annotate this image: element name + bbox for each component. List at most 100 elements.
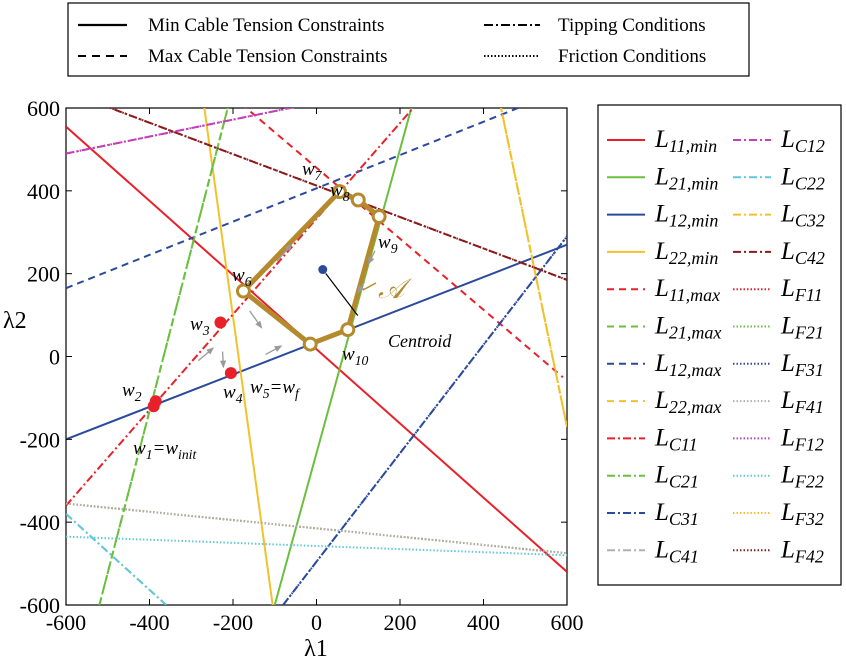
direction-arrow	[367, 250, 376, 265]
vertex-label: w7	[302, 159, 323, 183]
legend-label: LC12	[780, 126, 825, 156]
path-point	[224, 367, 237, 380]
legend-label: L22,max	[654, 387, 721, 417]
legend-entry-lc31: LC31	[607, 499, 699, 529]
legend-entry-lf12: LF12	[733, 424, 824, 454]
legend-label: LF11	[780, 275, 823, 305]
series-line-l21-min	[273, 108, 413, 605]
polygon-vertex	[331, 184, 347, 200]
legend-label: LC22	[780, 163, 825, 193]
legend-entry-l12-min: L12,min	[607, 201, 718, 231]
top-legend-label: Friction Conditions	[558, 46, 706, 67]
direction-arrow	[197, 347, 215, 362]
legend-label: LF21	[780, 313, 824, 343]
series-line-l11-max	[244, 108, 564, 378]
y-tick-label: -200	[20, 427, 60, 452]
legend-label: LF41	[780, 387, 824, 417]
y-tick-label: -400	[20, 510, 60, 535]
legend-label: L21,min	[654, 163, 718, 193]
legend-label: L12,min	[654, 201, 718, 231]
vertex-label: w8	[330, 180, 350, 204]
centroid-point	[318, 265, 328, 275]
point-label: w2	[122, 380, 142, 404]
right-legend-entries: L11,min L21,min L12,min L22,min L11,max L21,m…	[607, 126, 825, 566]
top-legend-label: Tipping Conditions	[558, 15, 706, 36]
direction-arrow	[357, 281, 366, 294]
legend-label: L21,max	[654, 313, 721, 343]
direction-arrow	[276, 243, 293, 262]
x-tick-label: -400	[129, 610, 169, 635]
y-axis-label: λ2	[3, 308, 27, 334]
y-tick-label: 400	[27, 179, 60, 204]
vertex-label: w6	[232, 265, 252, 289]
polygon-vertex	[371, 209, 387, 225]
series-line-lc21	[98, 108, 229, 605]
series-line-lc42	[107, 108, 567, 281]
legend-entry-lc21: LC21	[607, 462, 699, 492]
legend-label: LF32	[780, 499, 824, 529]
top-legend-entry-max: Max Cable Tension Constraints	[78, 46, 388, 67]
path-overlay: Centroid 𝒜w1=winit w2 w3 w4 w5=wf w6 w7 w8 w9 w10	[122, 159, 452, 462]
legend-label: L11,min	[654, 126, 717, 156]
region-leader	[362, 282, 377, 291]
vertex-label: w5=wf	[250, 377, 301, 401]
y-tick-label: 600	[27, 96, 60, 121]
legend-entry-l21-max: L21,max	[607, 313, 721, 343]
legend-label: LC42	[780, 238, 825, 268]
vertex-label: w10	[342, 344, 369, 368]
x-axis-label: λ1	[304, 636, 328, 662]
polygon-vertex	[340, 322, 356, 338]
legend-label: LF22	[780, 462, 824, 492]
series-line-lc22	[66, 513, 167, 605]
legend-label: LF12	[780, 424, 824, 454]
x-tick-label: 0	[311, 610, 322, 635]
top-legend: Min Cable Tension Constraints Max Cable …	[67, 2, 750, 77]
series-line-l12-max	[66, 108, 521, 290]
x-tick-label: -600	[46, 610, 86, 635]
series-line-lf22	[66, 535, 567, 557]
series-line-lf32	[500, 108, 567, 428]
y-tick-label: 200	[27, 262, 60, 287]
series-line-lc11	[66, 108, 415, 507]
legend-label: LC31	[654, 499, 699, 529]
legend-entry-lf22: LF22	[733, 462, 824, 492]
series-line-lf31	[282, 235, 567, 605]
vertex-label: w9	[378, 232, 398, 256]
path-point	[149, 395, 162, 408]
legend-entry-lc22: LC22	[733, 163, 825, 193]
legend-label: L11,max	[654, 275, 720, 305]
legend-entry-lf11: LF11	[733, 275, 823, 305]
centroid-leader	[325, 273, 359, 316]
legend-entry-l12-max: L12,max	[607, 350, 721, 380]
direction-arrow	[249, 310, 263, 329]
series-line-lc31	[282, 235, 567, 605]
x-tick-label: 600	[551, 610, 584, 635]
direction-arrow	[219, 351, 227, 369]
legend-label: L22,min	[654, 238, 718, 268]
legend-entry-lf31: LF31	[733, 350, 824, 380]
legend-entry-lc42: LC42	[733, 238, 825, 268]
legend-entry-l21-min: L21,min	[607, 163, 718, 193]
legend-entry-lc32: LC32	[733, 201, 825, 231]
legend-entry-lf42: LF42	[733, 536, 824, 566]
top-legend-label: Min Cable Tension Constraints	[148, 15, 384, 36]
legend-entry-lf32: LF32	[733, 499, 824, 529]
right-legend	[597, 104, 842, 586]
legend-label: LC41	[654, 536, 699, 566]
y-tick-label: 0	[49, 345, 60, 370]
legend-label: LC11	[654, 424, 698, 454]
legend-entry-l11-min: L11,min	[607, 126, 717, 156]
top-legend-label: Max Cable Tension Constraints	[148, 46, 388, 67]
point-label: w4	[223, 382, 243, 406]
centroid-label: Centroid	[388, 331, 452, 351]
series-line-lf41	[66, 502, 567, 555]
legend-label: LF42	[780, 536, 824, 566]
top-legend-entry-min: Min Cable Tension Constraints	[78, 15, 384, 36]
y-tick-label: -600	[20, 593, 60, 618]
point-label: w3	[190, 314, 210, 338]
polygon-vertex	[302, 336, 318, 352]
legend-label: LF31	[780, 350, 824, 380]
legend-entry-lc11: LC11	[607, 424, 698, 454]
legend-entry-lc12: LC12	[733, 126, 825, 156]
